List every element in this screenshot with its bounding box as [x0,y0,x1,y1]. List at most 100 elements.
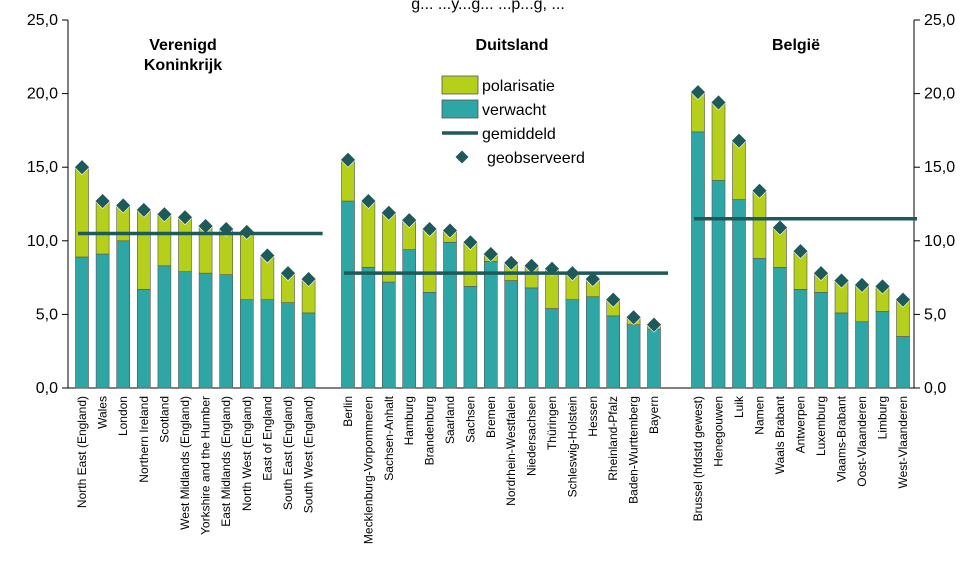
category-label: Wales [96,396,110,429]
category-label: Antwerpen [794,396,808,453]
observed-marker [462,234,479,251]
legend-label-gemiddeld: gemiddeld [482,126,556,143]
bar-verwacht [422,292,437,389]
y-tick-label-right: 5,0 [924,306,946,323]
bar-verwacht [116,240,130,389]
observed-marker [442,222,458,239]
bar-verwacht [752,258,767,389]
category-label: Yorkshire and the Humber [199,396,213,535]
bars-layer [74,84,917,389]
bar-verwacht [793,289,808,389]
y-tick-label-left: 20,0 [27,86,58,103]
category-label: Saarland [443,396,457,444]
group-title: Koninkrijk [144,57,222,74]
bar-polarisatie [178,216,192,273]
observed-marker [401,212,418,229]
category-label: Namen [753,396,767,435]
y-tick-label-left: 15,0 [27,159,58,176]
observed-marker [74,159,90,176]
bar-verwacht [773,266,787,389]
bar-verwacht [524,287,539,389]
category-label: West Midlands (England) [178,396,192,530]
category-label: Vlaams-Brabant [835,395,849,482]
bar-verwacht [240,299,254,389]
bar-verwacht [301,312,316,389]
bar-verwacht [855,321,869,389]
observed-marker [605,291,622,308]
category-label: East of England [260,396,274,481]
observed-marker [259,247,276,264]
observed-marker [731,132,747,149]
bar-verwacht [483,261,498,389]
legend: polarisatie verwacht gemiddeld geobserveerd [441,75,585,167]
observed-marker [482,246,499,262]
observed-marker [94,193,111,209]
bar-verwacht [198,272,213,389]
group-title: Duitsland [476,37,549,54]
observed-marker [340,151,356,168]
observed-marker [690,84,706,101]
category-label: North East (England) [75,396,89,508]
legend-swatch-verwacht [441,99,479,119]
category-label: Nordrhein-Westfalen [504,396,518,506]
bar-verwacht [504,280,519,389]
observed-marker [380,204,397,221]
category-label: Hamburg [402,396,416,445]
bar-polarisatie [732,140,746,200]
category-label: London [116,396,130,436]
observed-marker [772,219,788,236]
category-label: Thüringen [545,396,559,450]
bar-verwacht [732,199,746,389]
observed-marker [300,271,317,287]
category-label: Henegouwen [712,396,726,467]
bar-polarisatie [95,200,110,255]
observed-marker [895,291,911,308]
category-label: South West (England) [302,396,316,513]
category-label: Limburg [876,396,890,439]
observed-marker [584,271,601,287]
bar-verwacht [260,299,275,389]
bar-verwacht [565,299,580,389]
category-label: Sachsen-Anhalt [382,395,396,480]
bar-verwacht [157,265,172,389]
observed-marker [115,197,132,214]
group-title: België [772,37,820,54]
bar-polarisatie [361,200,376,268]
bar-verwacht [896,336,910,389]
labels-layer: Verenigd Koninkrijk North East (England) Wa… [75,37,910,544]
bar-verwacht [137,289,151,389]
observed-marker [503,254,520,271]
y-tick-label-left: 25,0 [27,12,58,29]
bar-verwacht [626,324,641,389]
category-label: Luxemburg [814,396,828,456]
group-title: Verenigd [149,37,217,54]
bar-verwacht [381,281,396,389]
bar-verwacht [691,131,705,389]
category-label: Scotland [157,396,171,443]
category-label: Sachsen [463,396,477,443]
category-label: Oost-Vlaanderen [855,396,869,487]
category-label: Baden-Wurttemberg [627,396,641,504]
y-tick-label-right: 25,0 [924,12,955,29]
observed-marker [833,272,850,289]
bar-polarisatie [711,102,726,181]
y-tick-label-right: 20,0 [924,86,955,103]
category-label: Bremen [484,396,498,438]
bar-polarisatie [240,231,254,300]
observed-marker [646,316,662,333]
y-tick-label-right: 15,0 [924,159,955,176]
category-label: Niedersachsen [525,396,539,476]
observed-marker [177,209,193,226]
legend-swatch-geobserveerd [455,150,469,164]
y-tick-label-left: 5,0 [36,306,58,323]
bar-verwacht [341,200,355,389]
bar-verwacht [443,241,457,389]
category-label: Northern Ireland [137,396,151,483]
y-tick-label-right: 0,0 [924,380,946,397]
category-label: Brussel (hfdstd gewest) [691,396,705,521]
observed-marker [813,265,829,282]
category-label: Rheinland-Pfalz [606,396,620,481]
bar-verwacht [814,292,828,389]
